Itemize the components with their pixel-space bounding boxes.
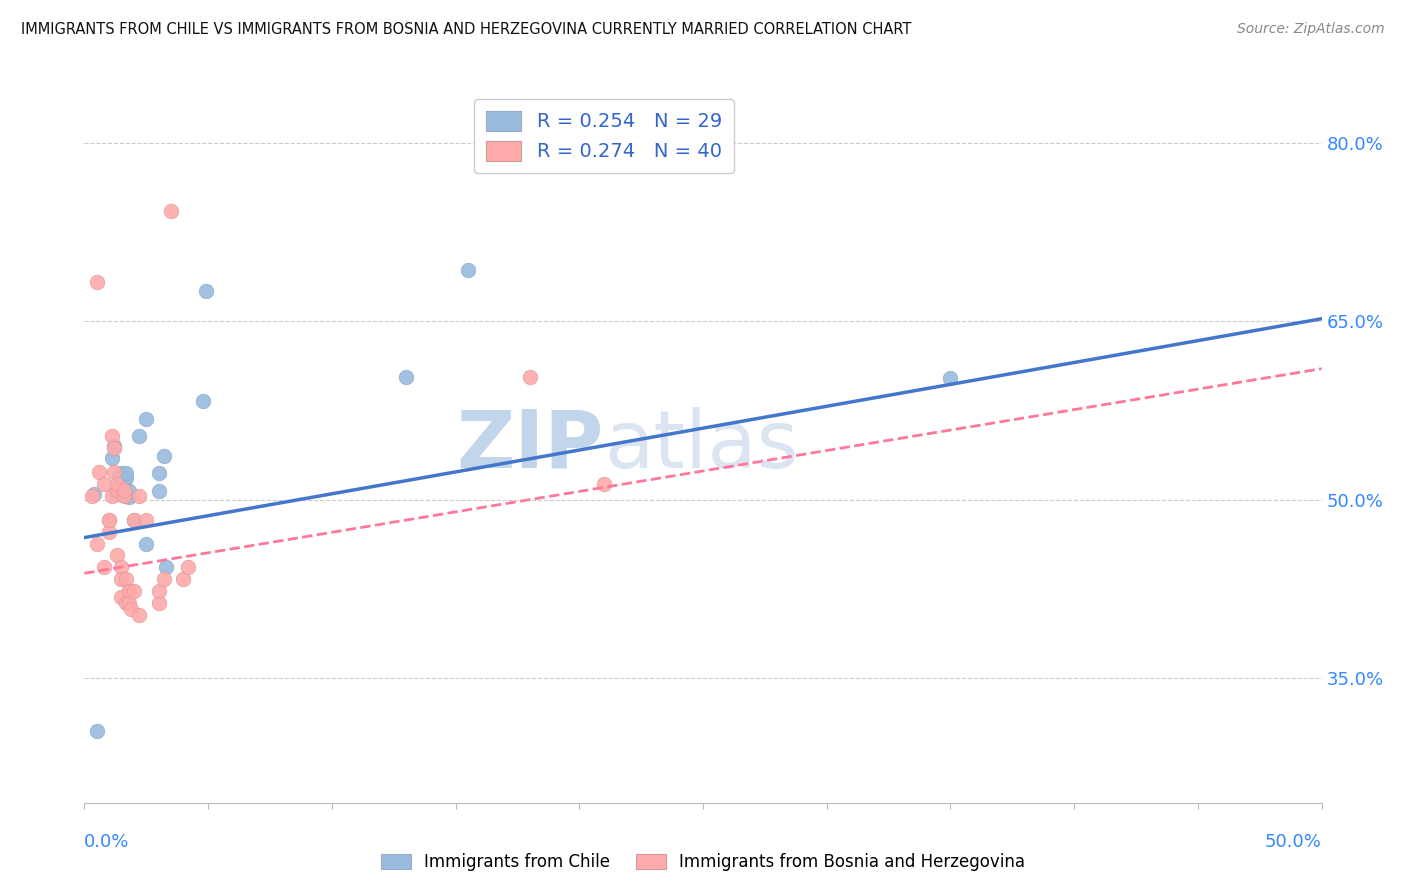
Point bbox=[86, 275, 108, 289]
Point bbox=[122, 584, 145, 599]
Text: IMMIGRANTS FROM CHILE VS IMMIGRANTS FROM BOSNIA AND HERZEGOVINA CURRENTLY MARRIE: IMMIGRANTS FROM CHILE VS IMMIGRANTS FROM… bbox=[21, 22, 911, 37]
Point bbox=[148, 467, 170, 481]
Point bbox=[118, 490, 141, 504]
Text: Source: ZipAtlas.com: Source: ZipAtlas.com bbox=[1237, 22, 1385, 37]
Point bbox=[105, 477, 128, 491]
Point bbox=[177, 560, 200, 574]
Point bbox=[160, 203, 183, 218]
Point bbox=[115, 471, 138, 485]
Point bbox=[118, 596, 141, 610]
Point bbox=[100, 450, 122, 465]
Point bbox=[98, 513, 121, 527]
Point bbox=[110, 471, 132, 485]
Point bbox=[118, 484, 141, 499]
Text: ZIP: ZIP bbox=[457, 407, 605, 485]
Point bbox=[110, 590, 132, 604]
Legend: R = 0.254   N = 29, R = 0.274   N = 40: R = 0.254 N = 29, R = 0.274 N = 40 bbox=[474, 99, 734, 173]
Point bbox=[128, 429, 150, 443]
Point bbox=[148, 584, 170, 599]
Point bbox=[395, 370, 418, 384]
Point bbox=[118, 584, 141, 599]
Point bbox=[519, 370, 541, 384]
Point bbox=[86, 536, 108, 550]
Point bbox=[457, 263, 479, 277]
Point bbox=[112, 489, 135, 503]
Point bbox=[93, 477, 115, 491]
Point bbox=[120, 602, 142, 616]
Point bbox=[135, 536, 157, 550]
Point bbox=[105, 549, 128, 563]
Point bbox=[118, 584, 141, 599]
Point bbox=[103, 465, 125, 479]
Point bbox=[115, 489, 138, 503]
Point bbox=[105, 481, 128, 495]
Point bbox=[103, 439, 125, 453]
Text: atlas: atlas bbox=[605, 407, 799, 485]
Point bbox=[110, 572, 132, 586]
Point bbox=[593, 477, 616, 491]
Point bbox=[98, 524, 121, 539]
Point bbox=[135, 513, 157, 527]
Point bbox=[98, 513, 121, 527]
Point bbox=[128, 489, 150, 503]
Point bbox=[148, 596, 170, 610]
Point bbox=[112, 483, 135, 497]
Point bbox=[80, 489, 103, 503]
Point bbox=[105, 483, 128, 497]
Point bbox=[93, 560, 115, 574]
Point bbox=[83, 486, 105, 500]
Point bbox=[191, 393, 214, 408]
Point bbox=[89, 465, 111, 479]
Legend: Immigrants from Chile, Immigrants from Bosnia and Herzegovina: Immigrants from Chile, Immigrants from B… bbox=[373, 845, 1033, 880]
Point bbox=[110, 560, 132, 574]
Point bbox=[100, 489, 122, 503]
Text: 0.0%: 0.0% bbox=[84, 832, 129, 851]
Point bbox=[155, 560, 177, 574]
Point bbox=[110, 467, 132, 481]
Point bbox=[115, 467, 138, 481]
Point bbox=[135, 411, 157, 425]
Point bbox=[86, 724, 108, 739]
Point bbox=[122, 513, 145, 527]
Text: 50.0%: 50.0% bbox=[1265, 832, 1322, 851]
Point bbox=[172, 572, 194, 586]
Point bbox=[194, 285, 217, 299]
Point bbox=[103, 442, 125, 456]
Point bbox=[152, 449, 174, 463]
Point bbox=[105, 486, 128, 500]
Point bbox=[122, 513, 145, 527]
Point bbox=[112, 478, 135, 492]
Point bbox=[128, 607, 150, 622]
Point bbox=[108, 468, 131, 483]
Point bbox=[112, 483, 135, 497]
Point bbox=[100, 429, 122, 443]
Point bbox=[148, 484, 170, 499]
Point bbox=[152, 572, 174, 586]
Point bbox=[115, 596, 138, 610]
Point bbox=[939, 371, 962, 385]
Point bbox=[115, 572, 138, 586]
